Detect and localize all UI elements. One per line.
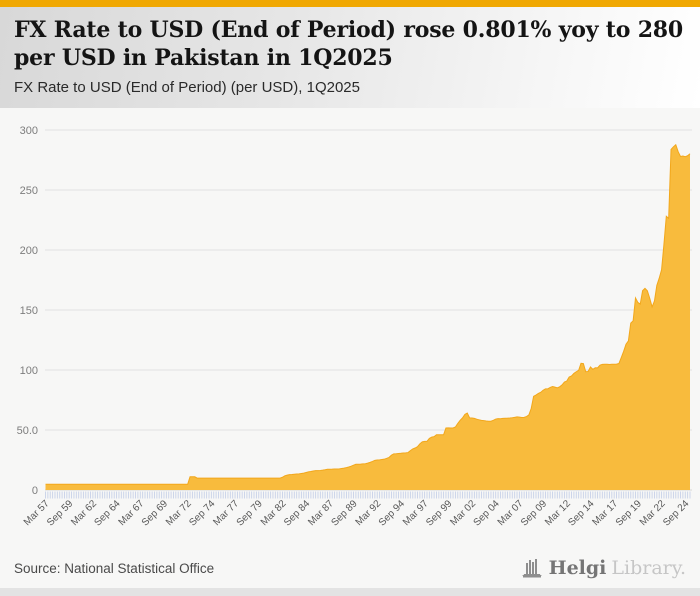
x-axis-tick-label: Sep 89 — [329, 498, 359, 528]
page-title: FX Rate to USD (End of Period) rose 0.80… — [14, 17, 684, 72]
y-axis-tick-label: 250 — [20, 185, 38, 197]
helgi-library-logo[interactable]: Helgi Library. — [520, 556, 686, 580]
source-text: Source: National Statistical Office — [14, 560, 215, 576]
logo-text-helgi: Helgi — [548, 557, 607, 579]
helgi-building-bars-icon — [521, 559, 542, 578]
bottom-gray-bar — [0, 588, 700, 596]
x-axis-tick-label: Sep 09 — [519, 498, 549, 528]
x-axis-tick-label: Sep 69 — [140, 498, 170, 528]
x-axis-tick-label: Sep 59 — [45, 498, 75, 528]
chart-header: FX Rate to USD (End of Period) rose 0.80… — [0, 7, 700, 108]
y-axis-tick-label: 0 — [32, 485, 38, 497]
x-axis-tick-label: Sep 64 — [93, 498, 123, 528]
accent-top-bar — [0, 0, 700, 7]
x-axis-tick-label: Sep 99 — [424, 498, 454, 528]
x-axis-tick-label: Sep 04 — [472, 498, 502, 528]
fx-rate-area-series — [45, 144, 690, 490]
y-axis-tick-label: 300 — [20, 125, 38, 137]
x-axis-tick-label: Sep 84 — [282, 498, 312, 528]
x-axis-tick-label: Sep 74 — [187, 498, 217, 528]
y-axis-tick-label: 50.0 — [17, 425, 38, 437]
page-subtitle: FX Rate to USD (End of Period) (per USD)… — [14, 79, 360, 97]
logo-text-library: Library. — [611, 557, 686, 579]
fx-rate-series-line — [45, 143, 691, 485]
x-axis-tick-label: Sep 79 — [235, 498, 265, 528]
chart-footer: Source: National Statistical Office Helg… — [0, 548, 700, 588]
x-axis-tick-label: Sep 19 — [614, 498, 644, 528]
chart-area: 0 50.0 100 150 200 250 300 Mar 57 Sep 59 Mar 62 Se… — [0, 108, 700, 548]
y-axis-tick-label: 100 — [20, 365, 38, 377]
x-axis-tick-label: Sep 24 — [661, 498, 691, 528]
x-axis-tick-label: Sep 94 — [377, 498, 407, 528]
y-axis-tick-label: 150 — [20, 305, 38, 317]
x-axis-tick-label: Sep 14 — [566, 498, 596, 528]
y-axis-tick-label: 200 — [20, 245, 38, 257]
